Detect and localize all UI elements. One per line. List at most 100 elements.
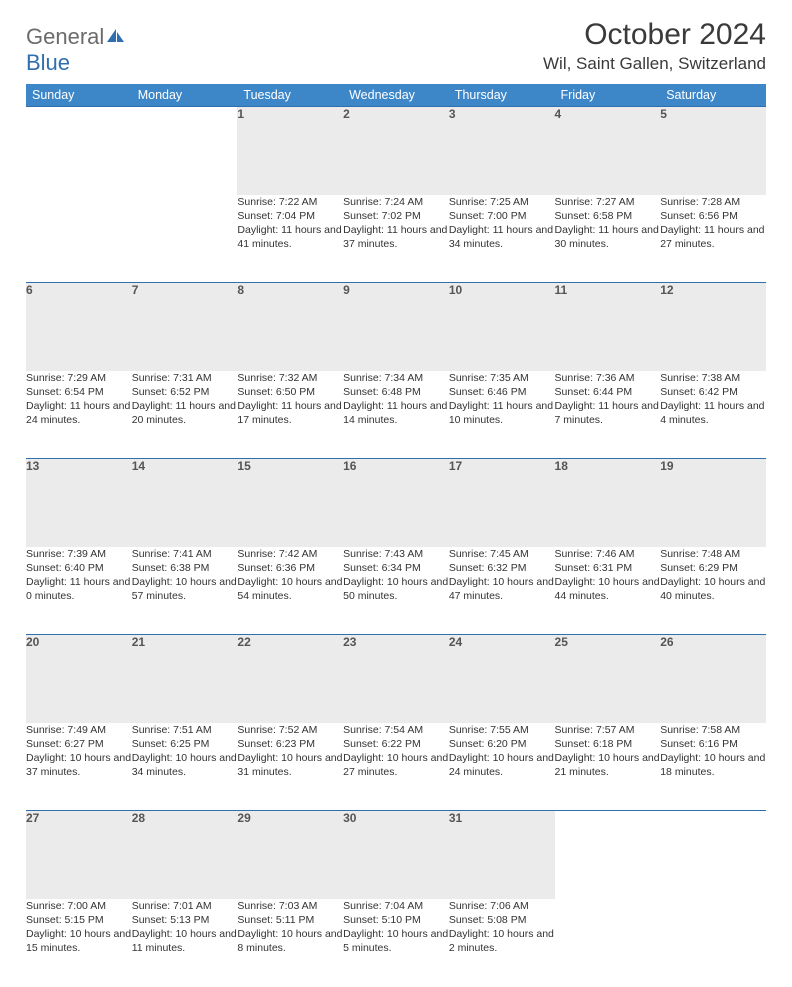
sunrise-text: Sunrise: 7:42 AM bbox=[237, 547, 343, 561]
day-info: Sunrise: 7:24 AMSunset: 7:02 PMDaylight:… bbox=[343, 195, 449, 283]
daylight-text: Daylight: 11 hours and 27 minutes. bbox=[660, 223, 766, 251]
day-number: 3 bbox=[449, 107, 555, 195]
sunrise-text: Sunrise: 7:04 AM bbox=[343, 899, 449, 913]
sunset-text: Sunset: 5:15 PM bbox=[26, 913, 132, 927]
empty-cell bbox=[132, 195, 238, 283]
daylight-text: Daylight: 11 hours and 14 minutes. bbox=[343, 399, 449, 427]
sunset-text: Sunset: 6:42 PM bbox=[660, 385, 766, 399]
sunrise-text: Sunrise: 7:32 AM bbox=[237, 371, 343, 385]
weekday-wednesday: Wednesday bbox=[343, 84, 449, 107]
day-number: 31 bbox=[449, 811, 555, 899]
day-number: 8 bbox=[237, 283, 343, 371]
daylight-text: Daylight: 10 hours and 47 minutes. bbox=[449, 575, 555, 603]
day-number: 28 bbox=[132, 811, 238, 899]
sunrise-text: Sunrise: 7:22 AM bbox=[237, 195, 343, 209]
sunset-text: Sunset: 7:02 PM bbox=[343, 209, 449, 223]
sunset-text: Sunset: 6:58 PM bbox=[555, 209, 661, 223]
day-number: 18 bbox=[555, 459, 661, 547]
week-1-info: Sunrise: 7:29 AMSunset: 6:54 PMDaylight:… bbox=[26, 371, 766, 459]
day-info: Sunrise: 7:46 AMSunset: 6:31 PMDaylight:… bbox=[555, 547, 661, 635]
sunset-text: Sunset: 6:48 PM bbox=[343, 385, 449, 399]
daylight-text: Daylight: 11 hours and 10 minutes. bbox=[449, 399, 555, 427]
sunrise-text: Sunrise: 7:27 AM bbox=[555, 195, 661, 209]
day-info: Sunrise: 7:22 AMSunset: 7:04 PMDaylight:… bbox=[237, 195, 343, 283]
sunrise-text: Sunrise: 7:48 AM bbox=[660, 547, 766, 561]
sunset-text: Sunset: 6:50 PM bbox=[237, 385, 343, 399]
daylight-text: Daylight: 10 hours and 15 minutes. bbox=[26, 927, 132, 955]
brand-logo: GeneralBlue bbox=[26, 18, 126, 76]
weekday-thursday: Thursday bbox=[449, 84, 555, 107]
sunset-text: Sunset: 6:38 PM bbox=[132, 561, 238, 575]
sunrise-text: Sunrise: 7:38 AM bbox=[660, 371, 766, 385]
sunset-text: Sunset: 6:54 PM bbox=[26, 385, 132, 399]
daylight-text: Daylight: 10 hours and 21 minutes. bbox=[555, 751, 661, 779]
daylight-text: Daylight: 10 hours and 37 minutes. bbox=[26, 751, 132, 779]
day-info: Sunrise: 7:41 AMSunset: 6:38 PMDaylight:… bbox=[132, 547, 238, 635]
sunset-text: Sunset: 6:34 PM bbox=[343, 561, 449, 575]
sail-icon bbox=[106, 28, 126, 49]
calendar-head: SundayMondayTuesdayWednesdayThursdayFrid… bbox=[26, 84, 766, 107]
week-2-numbers: 13141516171819 bbox=[26, 459, 766, 547]
day-number: 11 bbox=[555, 283, 661, 371]
daylight-text: Daylight: 11 hours and 24 minutes. bbox=[26, 399, 132, 427]
daylight-text: Daylight: 11 hours and 20 minutes. bbox=[132, 399, 238, 427]
day-number: 17 bbox=[449, 459, 555, 547]
day-number: 29 bbox=[237, 811, 343, 899]
brand-text-blue: Blue bbox=[26, 50, 70, 75]
day-number: 19 bbox=[660, 459, 766, 547]
day-info: Sunrise: 7:38 AMSunset: 6:42 PMDaylight:… bbox=[660, 371, 766, 459]
sunset-text: Sunset: 6:31 PM bbox=[555, 561, 661, 575]
daylight-text: Daylight: 11 hours and 34 minutes. bbox=[449, 223, 555, 251]
sunset-text: Sunset: 6:22 PM bbox=[343, 737, 449, 751]
daylight-text: Daylight: 11 hours and 17 minutes. bbox=[237, 399, 343, 427]
day-info: Sunrise: 7:43 AMSunset: 6:34 PMDaylight:… bbox=[343, 547, 449, 635]
day-number: 23 bbox=[343, 635, 449, 723]
day-info: Sunrise: 7:28 AMSunset: 6:56 PMDaylight:… bbox=[660, 195, 766, 283]
sunset-text: Sunset: 6:32 PM bbox=[449, 561, 555, 575]
day-info: Sunrise: 7:32 AMSunset: 6:50 PMDaylight:… bbox=[237, 371, 343, 459]
day-info: Sunrise: 7:48 AMSunset: 6:29 PMDaylight:… bbox=[660, 547, 766, 635]
empty-cell bbox=[555, 899, 661, 987]
sunrise-text: Sunrise: 7:43 AM bbox=[343, 547, 449, 561]
empty-cell bbox=[26, 107, 132, 195]
sunrise-text: Sunrise: 7:51 AM bbox=[132, 723, 238, 737]
sunrise-text: Sunrise: 7:34 AM bbox=[343, 371, 449, 385]
sunrise-text: Sunrise: 7:39 AM bbox=[26, 547, 132, 561]
daylight-text: Daylight: 10 hours and 40 minutes. bbox=[660, 575, 766, 603]
daylight-text: Daylight: 10 hours and 31 minutes. bbox=[237, 751, 343, 779]
week-3-info: Sunrise: 7:49 AMSunset: 6:27 PMDaylight:… bbox=[26, 723, 766, 811]
sunset-text: Sunset: 5:10 PM bbox=[343, 913, 449, 927]
empty-cell bbox=[660, 899, 766, 987]
day-number: 9 bbox=[343, 283, 449, 371]
daylight-text: Daylight: 10 hours and 11 minutes. bbox=[132, 927, 238, 955]
daylight-text: Daylight: 10 hours and 24 minutes. bbox=[449, 751, 555, 779]
sunrise-text: Sunrise: 7:01 AM bbox=[132, 899, 238, 913]
sunset-text: Sunset: 6:40 PM bbox=[26, 561, 132, 575]
daylight-text: Daylight: 11 hours and 7 minutes. bbox=[555, 399, 661, 427]
sunrise-text: Sunrise: 7:49 AM bbox=[26, 723, 132, 737]
day-number: 27 bbox=[26, 811, 132, 899]
day-number: 5 bbox=[660, 107, 766, 195]
sunrise-text: Sunrise: 7:29 AM bbox=[26, 371, 132, 385]
sunset-text: Sunset: 6:44 PM bbox=[555, 385, 661, 399]
weekday-saturday: Saturday bbox=[660, 84, 766, 107]
calendar-table: SundayMondayTuesdayWednesdayThursdayFrid… bbox=[26, 84, 766, 987]
month-title: October 2024 bbox=[543, 18, 766, 52]
week-3-numbers: 20212223242526 bbox=[26, 635, 766, 723]
weekday-tuesday: Tuesday bbox=[237, 84, 343, 107]
week-0-numbers: 12345 bbox=[26, 107, 766, 195]
sunrise-text: Sunrise: 7:41 AM bbox=[132, 547, 238, 561]
sunset-text: Sunset: 6:56 PM bbox=[660, 209, 766, 223]
day-info: Sunrise: 7:42 AMSunset: 6:36 PMDaylight:… bbox=[237, 547, 343, 635]
day-info: Sunrise: 7:06 AMSunset: 5:08 PMDaylight:… bbox=[449, 899, 555, 987]
empty-cell bbox=[26, 195, 132, 283]
week-4-info: Sunrise: 7:00 AMSunset: 5:15 PMDaylight:… bbox=[26, 899, 766, 987]
daylight-text: Daylight: 10 hours and 5 minutes. bbox=[343, 927, 449, 955]
weekday-friday: Friday bbox=[555, 84, 661, 107]
day-number: 10 bbox=[449, 283, 555, 371]
location-label: Wil, Saint Gallen, Switzerland bbox=[543, 54, 766, 74]
day-info: Sunrise: 7:01 AMSunset: 5:13 PMDaylight:… bbox=[132, 899, 238, 987]
daylight-text: Daylight: 10 hours and 18 minutes. bbox=[660, 751, 766, 779]
sunset-text: Sunset: 6:27 PM bbox=[26, 737, 132, 751]
week-2-info: Sunrise: 7:39 AMSunset: 6:40 PM Daylight:… bbox=[26, 547, 766, 635]
